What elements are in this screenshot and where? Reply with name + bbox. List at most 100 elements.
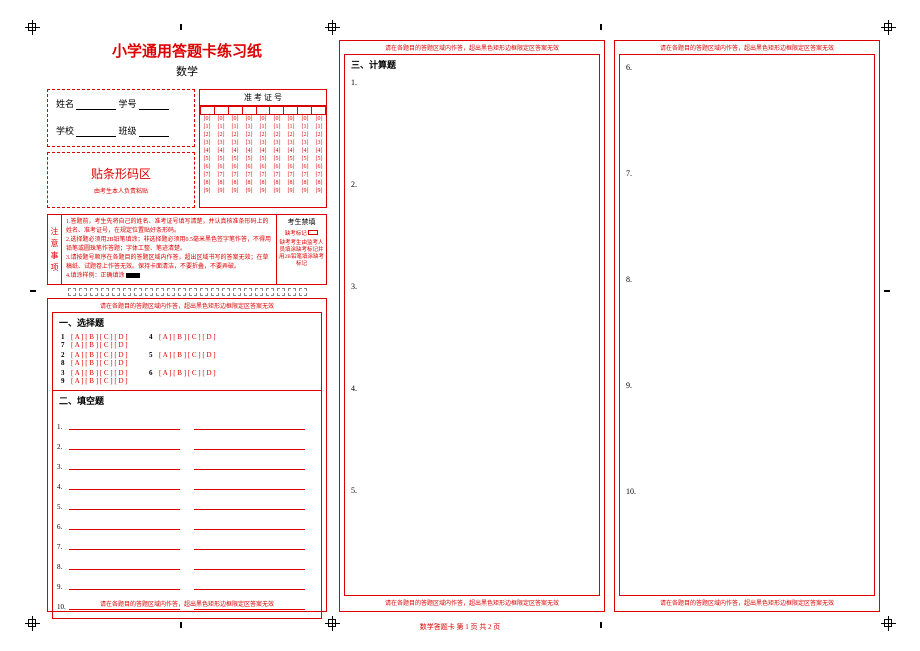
bubble-digit[interactable]: [1]	[242, 123, 256, 131]
bubble-digit[interactable]: [9]	[228, 187, 242, 195]
choice-options[interactable]: [ A ] [ B ] [ C ] [ D ]	[71, 333, 128, 341]
fill-line[interactable]	[194, 576, 305, 590]
bubble-digit[interactable]: [2]	[298, 131, 312, 139]
class-field[interactable]	[139, 128, 169, 137]
bubble-digit[interactable]: [8]	[242, 179, 256, 187]
fill-line[interactable]	[194, 436, 305, 450]
bubble-digit[interactable]: [6]	[214, 163, 228, 171]
school-field[interactable]	[76, 128, 116, 137]
bubble-digit[interactable]: [2]	[312, 131, 326, 139]
bubble-digit[interactable]: [5]	[256, 155, 270, 163]
bubble-digit[interactable]: [8]	[256, 179, 270, 187]
fill-line[interactable]: 6.	[69, 516, 180, 530]
fill-line[interactable]	[194, 416, 305, 430]
bubble-digit[interactable]: [4]	[312, 147, 326, 155]
fill-line[interactable]	[194, 456, 305, 470]
bubble-digit[interactable]: [8]	[312, 179, 326, 187]
bubble-digit[interactable]: [2]	[256, 131, 270, 139]
bubble-digit[interactable]: [7]	[270, 171, 284, 179]
bubble-digit[interactable]: [5]	[312, 155, 326, 163]
bubble-digit[interactable]: [8]	[214, 179, 228, 187]
fill-line[interactable]	[194, 496, 305, 510]
fill-line[interactable]	[194, 476, 305, 490]
bubble-digit[interactable]: [2]	[284, 131, 298, 139]
bubble-digit[interactable]: [5]	[214, 155, 228, 163]
bubble-digit[interactable]: [0]	[228, 115, 242, 123]
bubble-digit[interactable]: [1]	[214, 123, 228, 131]
bubble-digit[interactable]: [5]	[228, 155, 242, 163]
bubble-digit[interactable]: [9]	[242, 187, 256, 195]
fill-line[interactable]: 5.	[69, 496, 180, 510]
bubble-digit[interactable]: [9]	[214, 187, 228, 195]
bubble-digit[interactable]: [7]	[228, 171, 242, 179]
bubble-digit[interactable]: [4]	[214, 147, 228, 155]
bubble-digit[interactable]: [6]	[200, 163, 214, 171]
choice-options[interactable]: [ A ] [ B ] [ C ] [ D ]	[71, 377, 128, 385]
bubble-digit[interactable]: [9]	[200, 187, 214, 195]
bubble-digit[interactable]: [4]	[298, 147, 312, 155]
bubble-digit[interactable]: [2]	[228, 131, 242, 139]
bubble-digit[interactable]: [2]	[270, 131, 284, 139]
bubble-digit[interactable]: [6]	[228, 163, 242, 171]
fill-line[interactable]	[194, 516, 305, 530]
bubble-digit[interactable]: [0]	[214, 115, 228, 123]
bubble-digit[interactable]: [0]	[242, 115, 256, 123]
fill-line[interactable]: 7.	[69, 536, 180, 550]
choice-options[interactable]: [ A ] [ B ] [ C ] [ D ]	[71, 351, 128, 359]
bubble-digit[interactable]: [6]	[312, 163, 326, 171]
bubble-digit[interactable]: [1]	[298, 123, 312, 131]
bubble-digit[interactable]: [9]	[270, 187, 284, 195]
fill-line[interactable]	[194, 556, 305, 570]
bubble-digit[interactable]: [4]	[256, 147, 270, 155]
fill-line[interactable]: 1.	[69, 416, 180, 430]
bubble-digit[interactable]: [6]	[242, 163, 256, 171]
choice-options[interactable]: [ A ] [ B ] [ C ] [ D ]	[159, 333, 216, 341]
fill-line[interactable]: 3.	[69, 456, 180, 470]
bubble-digit[interactable]: [1]	[256, 123, 270, 131]
bubble-digit[interactable]: [9]	[256, 187, 270, 195]
bubble-digit[interactable]: [1]	[312, 123, 326, 131]
bubble-digit[interactable]: [4]	[242, 147, 256, 155]
choice-options[interactable]: [ A ] [ B ] [ C ] [ D ]	[71, 359, 128, 367]
bubble-digit[interactable]: [4]	[284, 147, 298, 155]
bubble-digit[interactable]: [7]	[284, 171, 298, 179]
bubble-digit[interactable]: [7]	[256, 171, 270, 179]
bubble-digit[interactable]: [4]	[200, 147, 214, 155]
bubble-digit[interactable]: [1]	[228, 123, 242, 131]
bubble-digit[interactable]: [0]	[256, 115, 270, 123]
bubble-digit[interactable]: [8]	[200, 179, 214, 187]
bubble-digit[interactable]: [0]	[284, 115, 298, 123]
bubble-digit[interactable]: [7]	[312, 171, 326, 179]
bubble-digit[interactable]: [6]	[270, 163, 284, 171]
bubble-digit[interactable]: [3]	[200, 139, 214, 147]
bubble-digit[interactable]: [0]	[312, 115, 326, 123]
bubble-digit[interactable]: [1]	[284, 123, 298, 131]
bubble-digit[interactable]: [6]	[298, 163, 312, 171]
bubble-digit[interactable]: [2]	[242, 131, 256, 139]
fill-line[interactable]: 9.	[69, 576, 180, 590]
bubble-digit[interactable]: [5]	[298, 155, 312, 163]
bubble-digit[interactable]: [8]	[284, 179, 298, 187]
id-field[interactable]	[139, 101, 169, 110]
bubble-digit[interactable]: [7]	[242, 171, 256, 179]
bubble-digit[interactable]: [2]	[200, 131, 214, 139]
bubble-digit[interactable]: [1]	[270, 123, 284, 131]
absent-mark[interactable]	[308, 230, 318, 235]
fill-line[interactable]: 2.	[69, 436, 180, 450]
choice-options[interactable]: [ A ] [ B ] [ C ] [ D ]	[159, 369, 216, 377]
fill-line[interactable]: 8.	[69, 556, 180, 570]
bubble-digit[interactable]: [5]	[270, 155, 284, 163]
choice-options[interactable]: [ A ] [ B ] [ C ] [ D ]	[71, 369, 128, 377]
bubble-digit[interactable]: [3]	[270, 139, 284, 147]
barcode-area[interactable]: 贴条形码区 由考生本人负责粘贴	[47, 152, 195, 208]
bubble-digit[interactable]: [4]	[228, 147, 242, 155]
bubble-digit[interactable]: [7]	[200, 171, 214, 179]
choice-options[interactable]: [ A ] [ B ] [ C ] [ D ]	[159, 351, 216, 359]
bubble-digit[interactable]: [9]	[284, 187, 298, 195]
bubble-digit[interactable]: [8]	[270, 179, 284, 187]
bubble-digit[interactable]: [3]	[256, 139, 270, 147]
bubble-digit[interactable]: [4]	[270, 147, 284, 155]
fill-line[interactable]: 4.	[69, 476, 180, 490]
bubble-digit[interactable]: [9]	[312, 187, 326, 195]
bubble-digit[interactable]: [0]	[298, 115, 312, 123]
